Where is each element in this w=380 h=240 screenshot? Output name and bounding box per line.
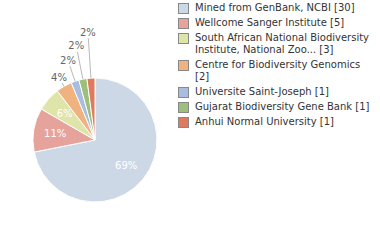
svg-text:4%: 4% [51,72,67,83]
html-text:Mined from GenBank, NCBI [30]: Mined from GenBank, NCBI [30] [195,2,355,13]
svg-text:2%: 2% [68,40,84,51]
svg-text:6%: 6% [57,108,73,119]
html-text:Gujarat Biodiversity Gene Bank: Gujarat Biodiversity Gene Bank [1] [195,101,370,112]
html-text:Anhui Normal University [1]: Anhui Normal University [1] [195,116,334,127]
html-text:South African National Biodive: South African National Biodiversity Inst… [195,32,369,55]
html-text:Centre for Biodiversity Genomi: Centre for Biodiversity Genomics [2] [195,59,361,82]
html-text:Universite Saint-Joseph [1]: Universite Saint-Joseph [1] [195,86,329,97]
html-text:Wellcome Sanger Institute [5]: Wellcome Sanger Institute [5] [195,17,345,28]
svg-text:69%: 69% [115,160,137,171]
svg-text:2%: 2% [80,27,96,38]
svg-text:11%: 11% [44,128,66,139]
svg-text:2%: 2% [60,55,76,66]
